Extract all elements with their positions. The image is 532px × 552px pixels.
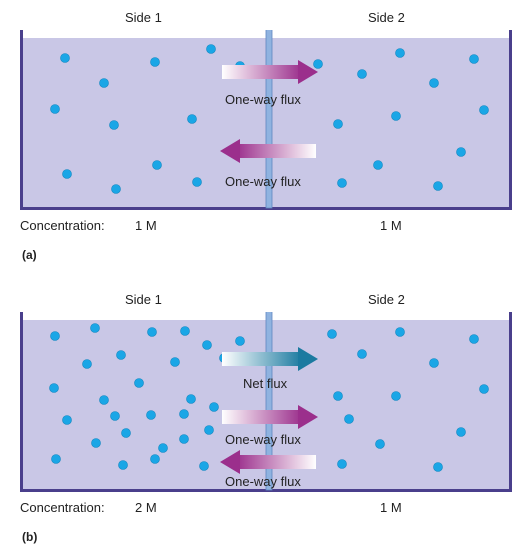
particle (456, 427, 466, 437)
particle (99, 395, 109, 405)
particle (60, 53, 70, 63)
particle (333, 119, 343, 129)
particle (158, 443, 168, 453)
particle (327, 329, 337, 339)
particle (235, 336, 245, 346)
membrane (265, 312, 273, 491)
particle (121, 428, 131, 438)
one-way-flux-label-bottom: One-way flux (225, 474, 301, 489)
particle (313, 59, 323, 69)
particle (109, 120, 119, 130)
particle (479, 384, 489, 394)
particle (179, 409, 189, 419)
particles-side-2 (313, 48, 489, 191)
particle (357, 69, 367, 79)
particle (118, 460, 128, 470)
particle (50, 331, 60, 341)
particle (209, 402, 219, 412)
particle (187, 114, 197, 124)
side-1-label: Side 1 (125, 10, 162, 25)
particle (202, 340, 212, 350)
tank-a: One-way flux One-way flux (20, 30, 512, 210)
particle (391, 391, 401, 401)
concentration-label: Concentration: (20, 218, 105, 233)
concentration-label: Concentration: (20, 500, 105, 515)
particle (375, 439, 385, 449)
particle (91, 438, 101, 448)
side-1-label: Side 1 (125, 292, 162, 307)
particle (62, 169, 72, 179)
particle (333, 391, 343, 401)
particle (433, 462, 443, 472)
particle (456, 147, 466, 157)
particle (150, 57, 160, 67)
concentration-side-1: 1 M (135, 218, 157, 233)
particle (186, 394, 196, 404)
particle (146, 410, 156, 420)
particle (337, 178, 347, 188)
particle (49, 383, 59, 393)
panel-b: Side 1 Side 2 (0, 282, 532, 552)
particle (204, 425, 214, 435)
one-way-flux-left-arrow (220, 139, 316, 163)
particle (99, 78, 109, 88)
particle (373, 160, 383, 170)
particles-side-1 (49, 323, 245, 471)
one-way-flux-left-arrow (220, 450, 316, 474)
tank-wall (20, 30, 512, 210)
particle (152, 160, 162, 170)
net-flux-arrow (222, 347, 318, 371)
one-way-flux-label-bottom: One-way flux (225, 174, 301, 189)
particle (344, 414, 354, 424)
particle (469, 334, 479, 344)
side-2-label: Side 2 (368, 10, 405, 25)
particle (116, 350, 126, 360)
particle (150, 454, 160, 464)
particle (395, 48, 405, 58)
particle (110, 411, 120, 421)
particle (469, 54, 479, 64)
particle (179, 434, 189, 444)
concentration-side-2: 1 M (380, 500, 402, 515)
net-flux-label: Net flux (243, 376, 288, 391)
membrane (265, 30, 273, 209)
one-way-flux-label-top: One-way flux (225, 92, 301, 107)
particle (170, 357, 180, 367)
concentration-side-2: 1 M (380, 218, 402, 233)
particle (134, 378, 144, 388)
one-way-flux-right-arrow (222, 405, 318, 429)
particle (147, 327, 157, 337)
one-way-flux-right-arrow (222, 60, 318, 84)
tank-b: Net flux One-way flux One-way flux (20, 312, 512, 492)
particle (337, 459, 347, 469)
particle (433, 181, 443, 191)
particles-side-1 (50, 44, 245, 194)
particle (51, 454, 61, 464)
one-way-flux-label-top: One-way flux (225, 432, 301, 447)
particle (199, 461, 209, 471)
particle (479, 105, 489, 115)
particles-side-2 (327, 327, 489, 472)
side-2-label: Side 2 (368, 292, 405, 307)
particle (429, 358, 439, 368)
particle (50, 104, 60, 114)
panel-letter-b: (b) (22, 530, 38, 544)
particle (391, 111, 401, 121)
particle (357, 349, 367, 359)
panel-a: Side 1 Side 2 (0, 0, 532, 270)
particle (90, 323, 100, 333)
panel-letter-a: (a) (22, 248, 37, 262)
particle (180, 326, 190, 336)
particle (82, 359, 92, 369)
tank-wall (20, 312, 512, 492)
particle (111, 184, 121, 194)
particle (429, 78, 439, 88)
particle (62, 415, 72, 425)
particle (206, 44, 216, 54)
particle (395, 327, 405, 337)
particle (192, 177, 202, 187)
concentration-side-1: 2 M (135, 500, 157, 515)
